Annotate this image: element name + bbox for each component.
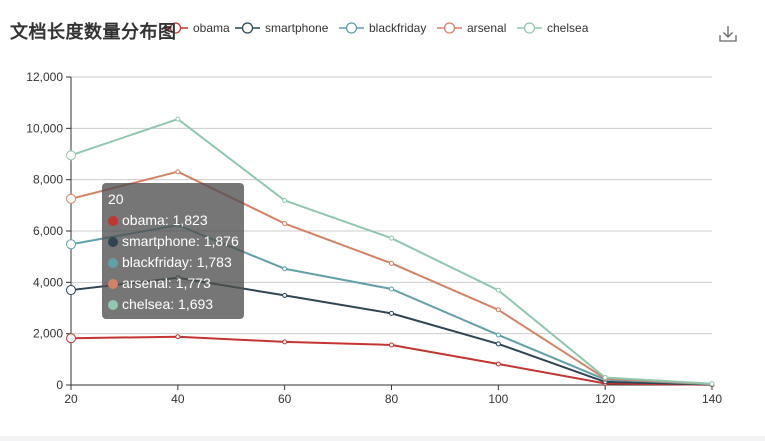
y-tick-label: 6,000 [33,224,63,238]
data-point[interactable] [602,375,608,381]
tooltip-series-value: 1,783 [196,254,232,270]
x-tick-label: 20 [64,392,78,406]
legend-label: blackfriday [369,21,426,35]
x-tick-label: 60 [278,392,292,406]
legend-label: arsenal [467,21,506,35]
data-point[interactable] [389,260,394,266]
series-dot-icon [108,300,118,310]
legend-label: chelsea [547,21,589,35]
legend-marker-icon [345,22,358,34]
data-point[interactable] [389,310,394,316]
data-point[interactable] [282,197,288,203]
data-point[interactable] [66,239,76,250]
data-point[interactable] [282,339,288,345]
legend[interactable]: obama smartphone blackfriday arsenal chelsea [163,21,589,35]
legend-item-chelsea[interactable]: chelsea [517,21,589,35]
data-point[interactable] [389,342,394,348]
legend-marker-icon [241,22,254,34]
x-tick-label: 80 [385,392,399,406]
axes: 0 2,000 4,000 6,000 8,000 10,000 12,000 20 40 60 8… [26,70,722,406]
data-point[interactable] [282,221,288,227]
data-point[interactable] [175,169,181,175]
data-point[interactable] [175,116,181,122]
tooltip-series-value: 1,773 [175,275,211,291]
tooltip-series-name: blackfriday [122,254,189,270]
series-dot-icon [108,279,118,289]
data-point[interactable] [282,292,288,298]
legend-marker-icon [523,22,536,34]
data-point[interactable] [389,286,394,292]
y-tick-label: 8,000 [33,173,63,187]
tooltip-row-chelsea: chelsea: 1,693 [108,294,238,315]
legend-item-smartphone[interactable]: smartphone [235,21,329,35]
tooltip-series-value: 1,693 [178,296,214,312]
tooltip-row-blackfriday: blackfriday: 1,783 [108,252,238,273]
legend-item-obama[interactable]: obama [163,21,230,35]
series-dot-icon [108,237,118,247]
legend-label: smartphone [265,21,329,35]
x-tick-label: 140 [702,392,722,406]
x-tick-label: 120 [595,392,615,406]
tooltip-series-name: obama [122,212,165,228]
data-point[interactable] [495,341,501,347]
data-point[interactable] [495,332,501,338]
legend-item-blackfriday[interactable]: blackfriday [339,21,426,35]
data-point[interactable] [495,307,501,313]
chart-title: 文档长度数量分布图 [10,22,177,43]
tooltip-series-name: smartphone [122,233,196,249]
y-tick-label: 2,000 [33,327,63,341]
legend-marker-icon [443,22,456,34]
y-tick-label: 0 [56,378,63,392]
x-tick-label: 100 [488,392,508,406]
tooltip-row-arsenal: arsenal: 1,773 [108,273,238,294]
data-point[interactable] [66,333,76,344]
bottom-divider [0,436,765,441]
tooltip-series-name: arsenal [122,275,168,291]
data-point[interactable] [175,334,181,340]
x-tick-label: 40 [171,392,185,406]
series-dot-icon [108,216,118,226]
tooltip: 20 obama: 1,823 smartphone: 1,876 blackf… [102,183,244,319]
data-point[interactable] [66,285,76,296]
data-point[interactable] [495,361,501,367]
y-tick-label: 10,000 [26,121,63,135]
tooltip-title: 20 [108,191,124,207]
tooltip-row-obama: obama: 1,823 [108,210,238,231]
y-tick-label: 12,000 [26,70,63,84]
legend-marker-icon [169,22,182,34]
data-point[interactable] [66,193,76,204]
data-point[interactable] [66,150,76,161]
tooltip-series-name: chelsea [122,296,171,312]
legend-item-arsenal[interactable]: arsenal [437,21,506,35]
data-point[interactable] [389,235,394,241]
tooltip-series-value: 1,876 [203,233,239,249]
tooltip-row-smartphone: smartphone: 1,876 [108,231,239,252]
tooltip-series-value: 1,823 [172,212,208,228]
data-point[interactable] [495,287,501,293]
legend-label: obama [193,21,230,35]
y-tick-label: 4,000 [33,275,63,289]
download-icon[interactable] [718,24,738,44]
data-point[interactable] [709,381,715,387]
data-point[interactable] [282,266,288,272]
series-dot-icon [108,258,118,268]
